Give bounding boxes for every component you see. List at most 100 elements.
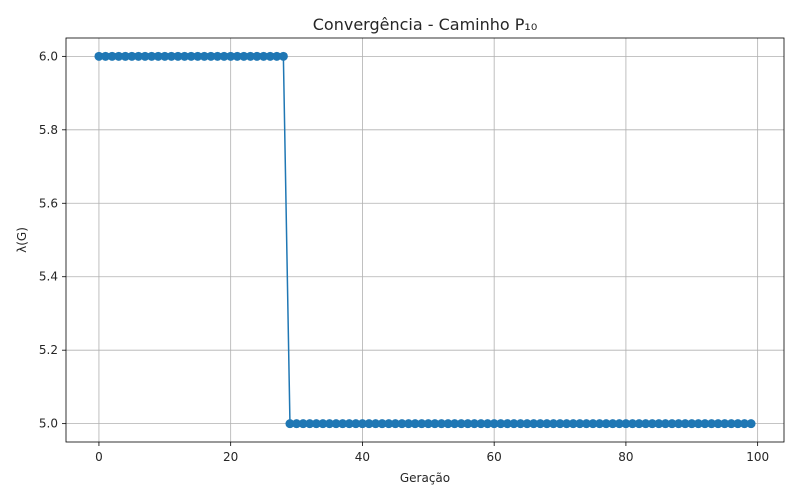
- chart-title: Convergência - Caminho P₁₀: [313, 15, 537, 34]
- data-point: [562, 419, 572, 429]
- data-point: [627, 419, 637, 429]
- data-point: [219, 51, 229, 61]
- data-point: [654, 419, 664, 429]
- data-point: [535, 419, 545, 429]
- data-point: [496, 419, 506, 429]
- data-point: [133, 51, 143, 61]
- data-point: [581, 419, 591, 429]
- data-point: [199, 51, 209, 61]
- y-tick-label: 5.2: [39, 343, 58, 357]
- data-point: [344, 419, 354, 429]
- data-point: [707, 419, 717, 429]
- data-point: [193, 51, 203, 61]
- data-point: [278, 51, 288, 61]
- data-point: [542, 419, 552, 429]
- data-point: [700, 419, 710, 429]
- data-point: [509, 419, 519, 429]
- data-point: [173, 51, 183, 61]
- data-point: [720, 419, 730, 429]
- data-point: [476, 419, 486, 429]
- data-point: [140, 51, 150, 61]
- data-point: [384, 419, 394, 429]
- data-point: [338, 419, 348, 429]
- data-point: [575, 419, 585, 429]
- y-tick-label: 6.0: [39, 49, 58, 63]
- data-point: [489, 419, 499, 429]
- data-point: [239, 51, 249, 61]
- data-point: [641, 419, 651, 429]
- data-point: [206, 51, 216, 61]
- data-point: [180, 51, 190, 61]
- data-point: [522, 419, 532, 429]
- y-axis-label: λ(G): [15, 227, 29, 253]
- data-point: [292, 419, 302, 429]
- data-point: [529, 419, 539, 429]
- data-point: [621, 419, 631, 429]
- data-point: [213, 51, 223, 61]
- data-point: [430, 419, 440, 429]
- data-point: [147, 51, 157, 61]
- series-line: [94, 51, 756, 429]
- data-point: [397, 419, 407, 429]
- data-point: [232, 51, 242, 61]
- data-point: [160, 51, 170, 61]
- data-point: [324, 419, 334, 429]
- data-point: [713, 419, 723, 429]
- data-point: [410, 419, 420, 429]
- x-axis: 0 20 40 60 80 100: [95, 442, 769, 464]
- data-point: [318, 419, 328, 429]
- data-point: [502, 419, 512, 429]
- data-point: [331, 419, 341, 429]
- data-point: [114, 51, 124, 61]
- data-point: [94, 51, 104, 61]
- x-tick-label: 100: [746, 450, 769, 464]
- data-point: [647, 419, 657, 429]
- data-point: [127, 51, 137, 61]
- y-axis: 5.0 5.2 5.4 5.6 5.8 6.0: [39, 49, 66, 431]
- y-tick-label: 5.6: [39, 196, 58, 210]
- data-point: [101, 51, 111, 61]
- data-point: [614, 419, 624, 429]
- plot-frame: [65, 37, 785, 443]
- data-point: [285, 419, 295, 429]
- data-point: [245, 51, 255, 61]
- data-point: [364, 419, 374, 429]
- data-point: [595, 419, 605, 429]
- data-point: [601, 419, 611, 429]
- data-point: [746, 419, 756, 429]
- data-point: [153, 51, 163, 61]
- data-point: [226, 51, 236, 61]
- x-tick-label: 20: [223, 450, 238, 464]
- data-point: [436, 419, 446, 429]
- data-point: [555, 419, 565, 429]
- data-point: [305, 419, 315, 429]
- data-point: [739, 419, 749, 429]
- data-point: [107, 51, 117, 61]
- data-point: [390, 419, 400, 429]
- x-tick-label: 60: [487, 450, 502, 464]
- data-point: [608, 419, 618, 429]
- data-point: [667, 419, 677, 429]
- data-point: [272, 51, 282, 61]
- data-point: [404, 419, 414, 429]
- data-point: [443, 419, 453, 429]
- data-point: [588, 419, 598, 429]
- data-point: [417, 419, 427, 429]
- data-point: [371, 419, 381, 429]
- data-point: [548, 419, 558, 429]
- data-point: [166, 51, 176, 61]
- data-point: [674, 419, 684, 429]
- data-point: [660, 419, 670, 429]
- data-point: [726, 419, 736, 429]
- data-point: [456, 419, 466, 429]
- y-tick-label: 5.8: [39, 123, 58, 137]
- data-point: [634, 419, 644, 429]
- data-point: [680, 419, 690, 429]
- data-point: [693, 419, 703, 429]
- data-point: [265, 51, 275, 61]
- data-point: [357, 419, 367, 429]
- data-point: [298, 419, 308, 429]
- data-point: [516, 419, 526, 429]
- y-tick-label: 5.0: [39, 417, 58, 431]
